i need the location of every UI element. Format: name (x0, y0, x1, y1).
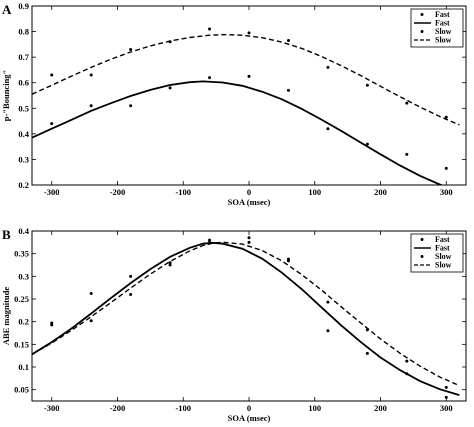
panel-b-y-axis-label: ABE magnitude (1, 287, 11, 346)
panel-b-ytick-label: 0.05 (14, 385, 29, 395)
panel-b-xtick-label: -100 (175, 403, 191, 413)
panel-b-xtick-label: 300 (440, 403, 453, 413)
panel-a: A -300 -200 -100 0 100 200 300 0.2 0.3 0.4 0.5 0.6 0.… (1, 1, 467, 207)
panel-a-slow-data-point (208, 27, 212, 31)
panel-a-xtick-label: 200 (374, 187, 387, 197)
panel-b-fast-data-point (444, 395, 448, 399)
panel-a-fast-fit-line (32, 80, 444, 185)
panel-b-slow-fit-line (32, 241, 460, 387)
panel-a-x-axis-label: SOA (msec) (228, 197, 271, 207)
panel-b-legend-marker (420, 255, 424, 258)
panel-b-slow-data-point (168, 261, 172, 265)
panel-a-xtick-label: -100 (175, 187, 191, 197)
panel-a-legend-entry: Fast (435, 10, 450, 19)
panel-b-fast-data-point (168, 263, 172, 267)
panel-b-x-axis-label: SOA (msec) (228, 413, 271, 423)
panel-b-ytick-label: 0.4 (18, 226, 29, 236)
panel-a-xtick-label: -200 (110, 187, 126, 197)
panel-b-slow-data-point (286, 259, 290, 263)
panel-b-slow-data-point (444, 385, 448, 389)
panel-a-label: A (2, 2, 12, 17)
panel-a-fast-data-point (444, 166, 448, 170)
panel-a-slow-data-point (405, 101, 409, 105)
panel-b-ytick-label: 0.3 (18, 271, 29, 281)
panel-b-legend-entry: Slow (435, 252, 452, 261)
panel-a-legend-entry: Slow (435, 27, 452, 36)
panel-a-ytick-label: 0.7 (18, 52, 29, 62)
panel-a-legend-entry: Fast (435, 19, 450, 28)
panel-a-fast-data-point (405, 152, 409, 156)
panel-a-legend (410, 8, 464, 48)
panel-b-plot-frame (31, 230, 467, 402)
panel-b-slow-data-point (129, 274, 133, 278)
panel-a-fast-data-point (247, 74, 251, 78)
panel-b-fast-data-point (129, 292, 133, 296)
panel-a-ytick-label: 0.9 (18, 1, 29, 11)
panel-b-slow-data-point (326, 300, 330, 304)
panel-b-fast-data-point (89, 319, 93, 323)
panel-a-legend-marker (420, 13, 424, 16)
panel-a-fast-data-point (129, 104, 133, 108)
panel-b-ytick-label: 0.2 (18, 317, 29, 327)
panel-a-slow-data-point (326, 65, 330, 69)
panel-b: B -300 -200 -100 0 100 200 300 0.05 0.1 0.15 0.2 0.2… (1, 226, 467, 423)
panel-b-legend-entry: Slow (435, 261, 452, 270)
panel-b-slow-data-point (89, 292, 93, 296)
panel-a-slow-data-point (89, 73, 93, 77)
panel-b-xtick-label: -200 (110, 403, 126, 413)
panel-a-fast-data-point (50, 122, 54, 126)
panel-b-xtick-label: 100 (308, 403, 321, 413)
panel-b-label: B (2, 227, 11, 242)
panel-a-slow-data-point (444, 115, 448, 119)
panel-b-fast-data-point (365, 351, 369, 355)
panel-b-fast-fit-line (32, 241, 460, 396)
panel-a-ytick-label: 0.5 (18, 103, 29, 113)
panel-a-xtick-label: -300 (44, 187, 60, 197)
panel-a-fast-data-point (208, 76, 212, 80)
panel-b-ytick-label: 0.25 (14, 294, 29, 304)
panel-b-slow-data-point (247, 236, 251, 240)
panel-b-legend-entry: Fast (435, 244, 450, 253)
panel-a-fast-data-point (326, 127, 330, 131)
panel-a-slow-data-point (365, 83, 369, 87)
panel-b-ytick-label: 0.1 (18, 362, 29, 372)
panel-b-xtick-label: -300 (44, 403, 60, 413)
panel-b-fast-data-point (326, 329, 330, 333)
panel-b-legend-marker (420, 238, 424, 241)
panel-a-legend-marker (420, 30, 424, 33)
panel-b-fast-data-point (208, 238, 212, 242)
panel-a-slow-fit-line (32, 33, 460, 126)
panel-a-slow-data-point (247, 31, 251, 35)
panel-a-ytick-label: 0.4 (18, 129, 29, 139)
panel-a-ytick-label: 0.3 (18, 154, 29, 164)
panel-b-slow-data-point (405, 359, 409, 363)
panel-a-ytick-label: 0.2 (18, 180, 29, 190)
panel-a-ytick-label: 0.6 (18, 78, 29, 88)
panel-a-slow-data-point (286, 39, 290, 43)
panel-b-ytick-label: 0.35 (14, 249, 29, 259)
panel-b-slow-data-point (50, 321, 54, 325)
panel-b-legend (410, 233, 464, 273)
panel-b-legend-entry: Fast (435, 235, 450, 244)
panel-a-xtick-label: 300 (440, 187, 453, 197)
panel-a-slow-data-point (50, 73, 54, 77)
panel-b-fast-data-point (247, 240, 251, 244)
panel-a-y-axis-label: p-"Bouncing" (1, 70, 11, 121)
panel-a-ytick-label: 0.8 (18, 27, 29, 37)
panel-a-fast-data-point (168, 86, 172, 90)
panel-a-fast-data-point (365, 142, 369, 146)
panel-a-xtick-label: 0 (247, 187, 251, 197)
panel-b-ytick-label: 0.15 (14, 339, 29, 349)
panel-a-fast-data-point (89, 104, 93, 108)
panel-a-xtick-label: 100 (308, 187, 321, 197)
panel-a-legend-entry: Slow (435, 36, 452, 45)
panel-a-slow-data-point (129, 47, 133, 51)
panel-b-xtick-label: 200 (374, 403, 387, 413)
panel-b-xtick-label: 0 (247, 403, 251, 413)
panel-a-fast-data-point (286, 88, 290, 92)
